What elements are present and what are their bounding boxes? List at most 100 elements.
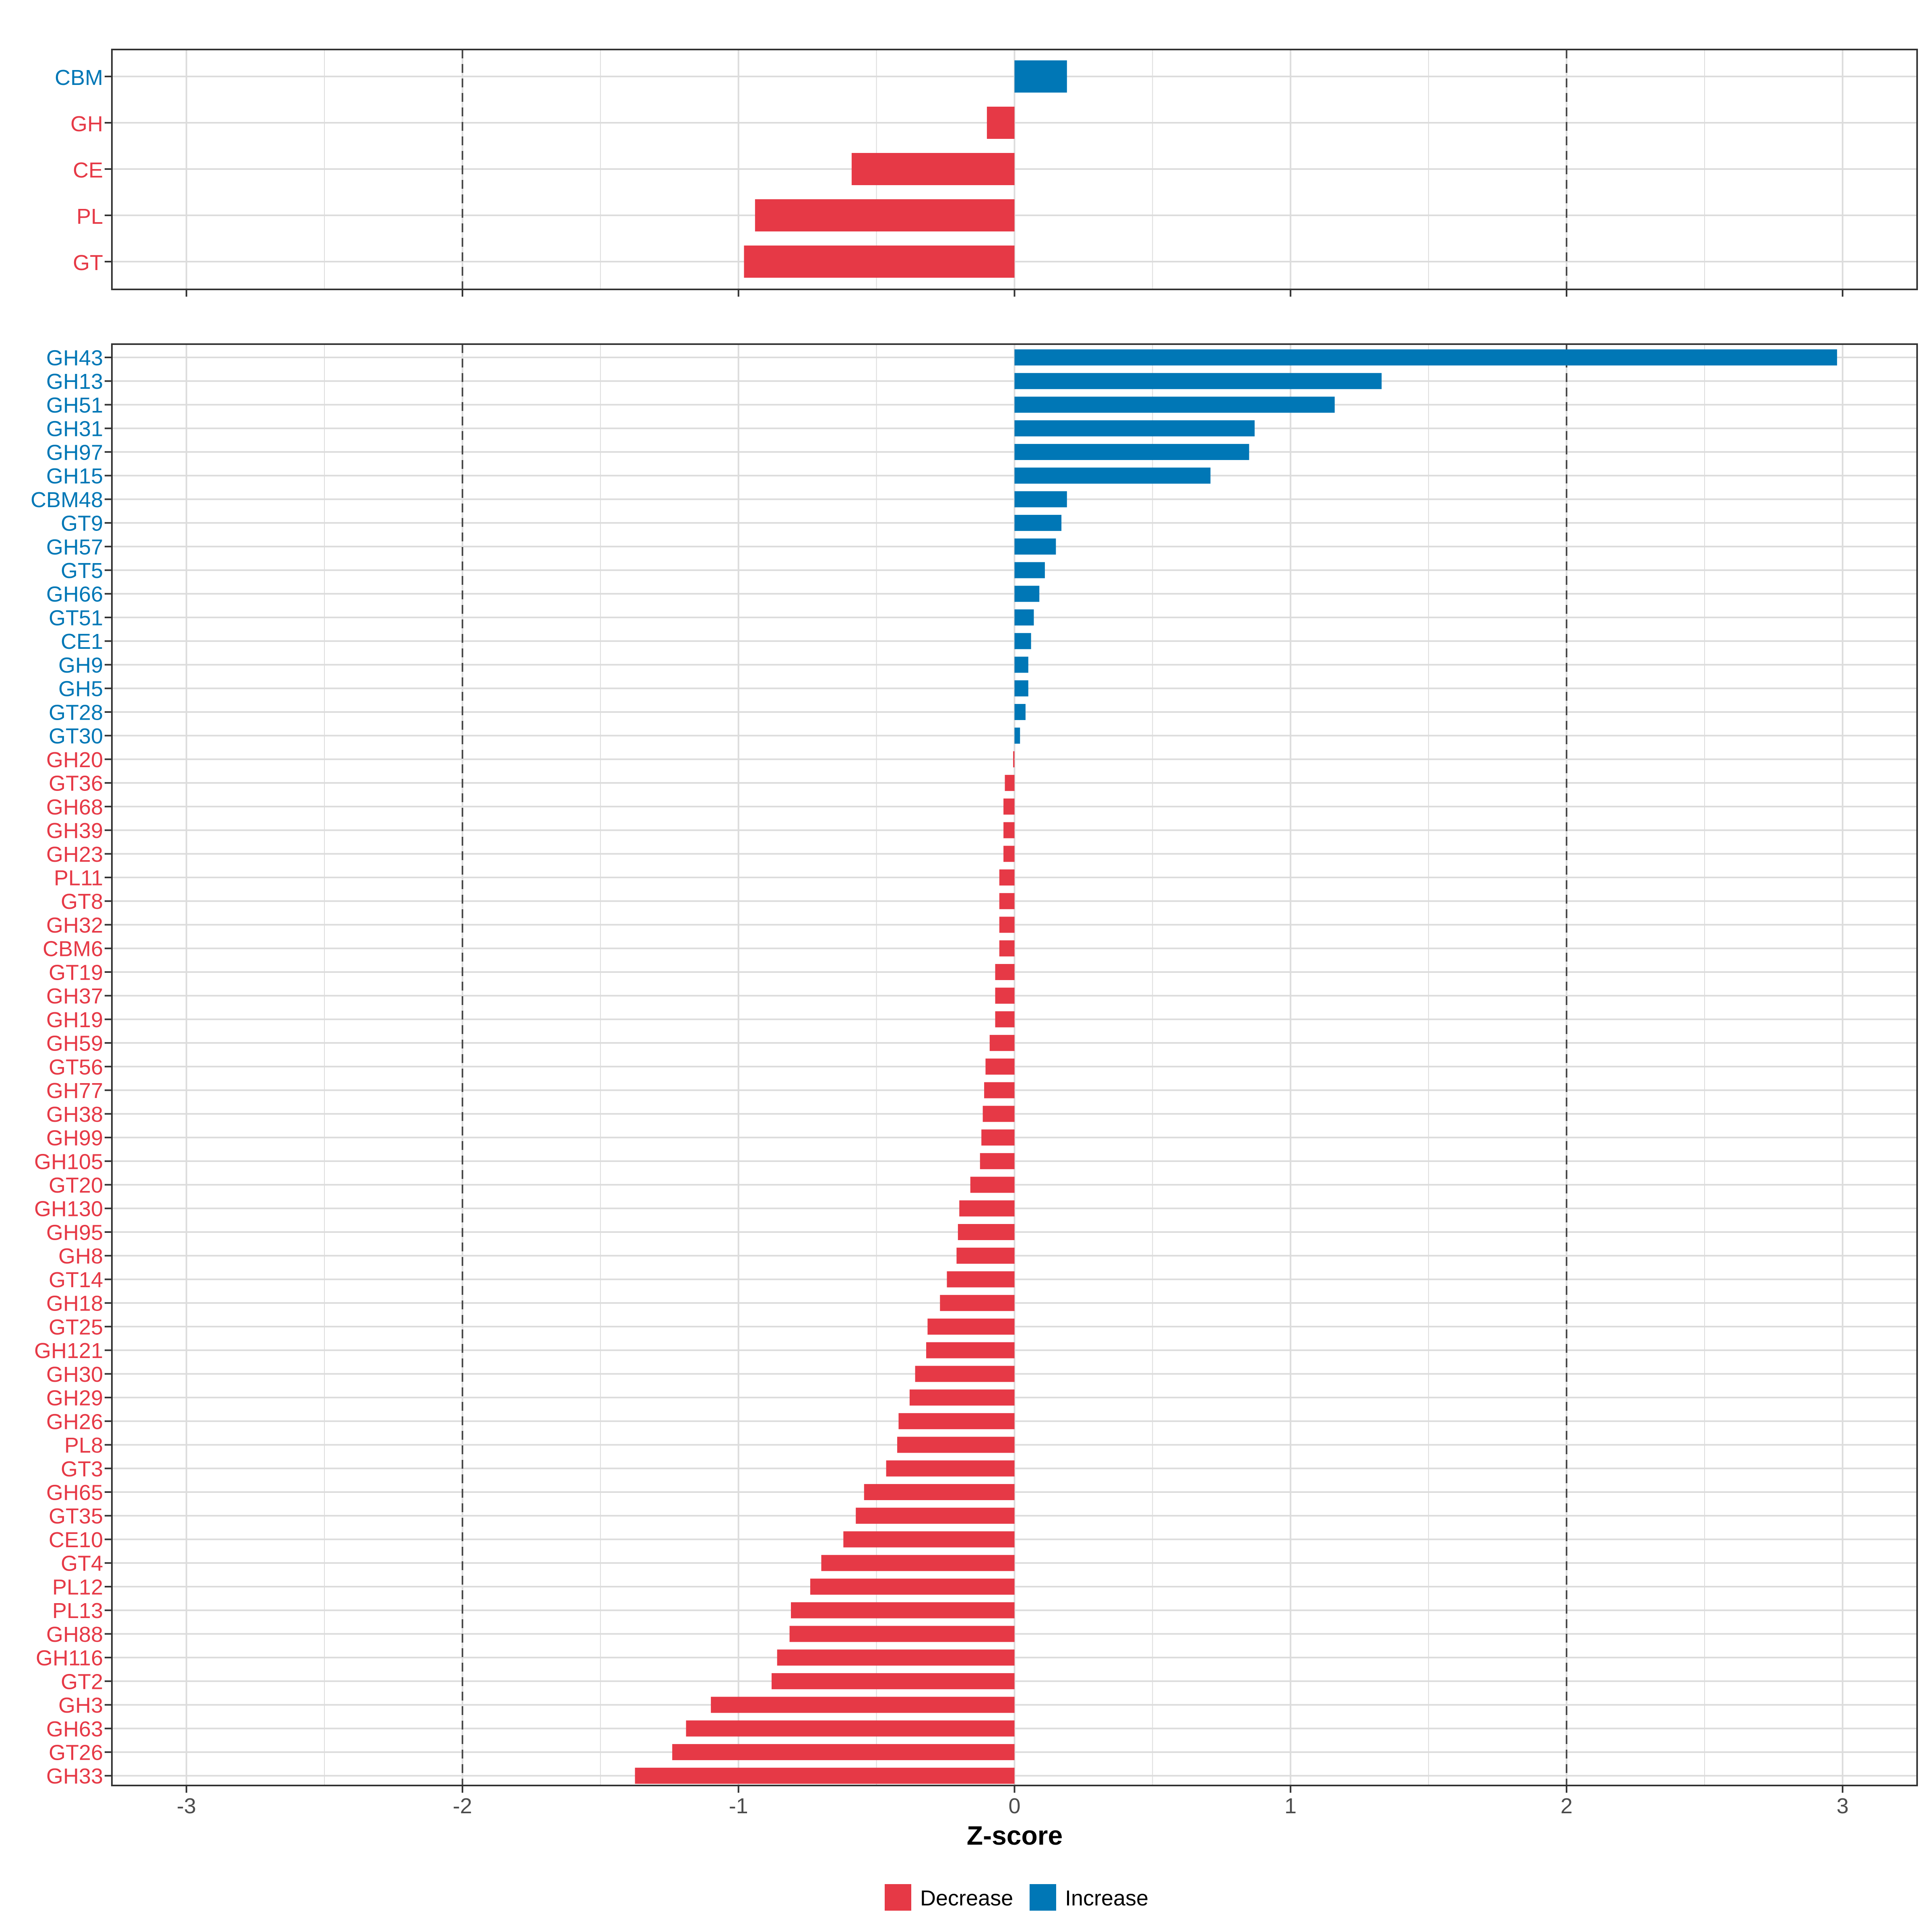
y-tick-label-gh19: GH19: [46, 1008, 103, 1032]
bar-pl12: [810, 1578, 1015, 1595]
y-tick-label-gh3: GH3: [58, 1693, 103, 1717]
y-tick-label-gh116: GH116: [36, 1646, 103, 1670]
y-tick-label-gt26: GT26: [49, 1741, 103, 1765]
bar-gh37: [995, 987, 1015, 1004]
legend-swatch-decrease: [885, 1884, 911, 1911]
y-tick-label-ce: CE: [73, 158, 103, 182]
y-tick-label-gt8: GT8: [61, 890, 103, 914]
y-tick-label-gh63: GH63: [46, 1717, 103, 1741]
y-tick-label-gt51: GT51: [49, 606, 103, 630]
bar-pl13: [791, 1602, 1015, 1618]
y-tick-label-gh105: GH105: [34, 1150, 103, 1174]
bar-gt26: [672, 1744, 1015, 1761]
bar-ce: [851, 153, 1015, 185]
y-tick-label-pl: PL: [76, 204, 103, 229]
bar-gh99: [981, 1129, 1015, 1146]
bar-gt56: [985, 1058, 1015, 1075]
x-tick-label: 3: [1837, 1794, 1849, 1818]
bar-gt51: [1014, 609, 1034, 626]
bar-gh15: [1014, 467, 1211, 484]
bar-gh95: [958, 1224, 1015, 1241]
y-tick-label-gh39: GH39: [46, 819, 103, 843]
bar-gh8: [956, 1247, 1015, 1264]
legend-swatch-increase: [1030, 1884, 1056, 1911]
y-tick-label-gh31: GH31: [46, 417, 103, 441]
y-tick-label-gh18: GH18: [46, 1292, 103, 1316]
y-tick-label-gh37: GH37: [46, 984, 103, 1008]
y-tick-label-gt5: GT5: [61, 559, 103, 583]
bar-gh38: [983, 1106, 1015, 1122]
y-tick-label-cbm: CBM: [55, 66, 103, 90]
y-tick-label-gt3: GT3: [61, 1457, 103, 1481]
bar-gt25: [927, 1318, 1015, 1335]
bar-gh20: [1013, 751, 1015, 768]
bar-gt28: [1014, 704, 1026, 720]
y-tick-label-gh59: GH59: [46, 1032, 103, 1056]
y-tick-label-gt9: GT9: [61, 512, 103, 536]
y-tick-label-gh43: GH43: [46, 346, 103, 370]
bar-gh: [987, 107, 1015, 139]
bar-cbm48: [1014, 491, 1067, 508]
y-tick-label-gh26: GH26: [46, 1410, 103, 1434]
x-tick-label: -2: [453, 1794, 472, 1818]
bar-gh32: [999, 916, 1015, 933]
y-tick-label-gh66: GH66: [46, 582, 103, 607]
bar-gt30: [1014, 727, 1020, 744]
bar-gt36: [1005, 775, 1015, 791]
y-tick-label-gt2: GT2: [61, 1670, 103, 1694]
bottom-panel: GH43GH13GH51GH31GH97GH15CBM48GT9GH57GT5G…: [31, 343, 1918, 1793]
bar-cbm: [1014, 60, 1067, 93]
bar-gt9: [1014, 515, 1062, 531]
x-axis: -3 -2 -1 0 1 2 3: [177, 1794, 1849, 1818]
bar-gh116: [777, 1649, 1015, 1666]
y-tick-label-gh38: GH38: [46, 1102, 103, 1127]
bar-gt8: [999, 893, 1015, 909]
y-tick-label-gt14: GT14: [49, 1268, 103, 1292]
bar-pl: [755, 199, 1015, 231]
y-tick-label-gh15: GH15: [46, 464, 103, 488]
y-tick-label-gt25: GT25: [49, 1315, 103, 1339]
y-tick-label-gh68: GH68: [46, 795, 103, 819]
bar-gt4: [821, 1555, 1015, 1571]
x-axis-title: Z-score: [967, 1821, 1063, 1850]
bar-gh88: [789, 1626, 1015, 1642]
y-tick-label-gt36: GT36: [49, 772, 103, 796]
y-tick-label-ce1: CE1: [61, 630, 103, 654]
bar-gt20: [970, 1177, 1015, 1193]
bar-gh130: [959, 1200, 1015, 1217]
legend-label-decrease: Decrease: [920, 1886, 1013, 1910]
bar-gt3: [886, 1460, 1015, 1477]
y-tick-label-cbm48: CBM48: [31, 488, 103, 512]
bar-pl11: [999, 869, 1015, 886]
y-tick-label-gt30: GT30: [49, 724, 103, 748]
y-tick-label-gt4: GT4: [61, 1552, 103, 1576]
x-tick-label: -1: [729, 1794, 748, 1818]
bar-gh97: [1014, 444, 1249, 460]
y-tick-label-gh97: GH97: [46, 440, 103, 464]
bar-gh18: [940, 1295, 1015, 1311]
bar-gh121: [926, 1342, 1015, 1358]
legend-label-increase: Increase: [1065, 1886, 1148, 1910]
bar-pl8: [897, 1437, 1015, 1453]
y-tick-label-gh95: GH95: [46, 1220, 103, 1245]
y-tick-label-gh8: GH8: [58, 1244, 103, 1268]
bar-gh105: [980, 1153, 1015, 1169]
y-tick-label-gt20: GT20: [49, 1173, 103, 1197]
x-tick-label: 1: [1284, 1794, 1296, 1818]
bar-gh13: [1014, 373, 1382, 389]
y-tick-label-gt35: GT35: [49, 1504, 103, 1528]
y-tick-label-gh99: GH99: [46, 1126, 103, 1150]
bar-gh29: [909, 1389, 1015, 1406]
bar-gh66: [1014, 586, 1040, 602]
y-tick-label-gh5: GH5: [58, 677, 103, 701]
y-tick-label-gh51: GH51: [46, 393, 103, 417]
y-tick-label-gh33: GH33: [46, 1764, 103, 1788]
bar-gh77: [984, 1082, 1015, 1098]
x-tick-label: 2: [1560, 1794, 1573, 1818]
y-tick-label-pl12: PL12: [52, 1575, 103, 1599]
y-tick-label-gh13: GH13: [46, 369, 103, 394]
bar-gh68: [1003, 798, 1015, 815]
x-tick-label: 0: [1008, 1794, 1020, 1818]
x-tick-label: -3: [177, 1794, 196, 1818]
